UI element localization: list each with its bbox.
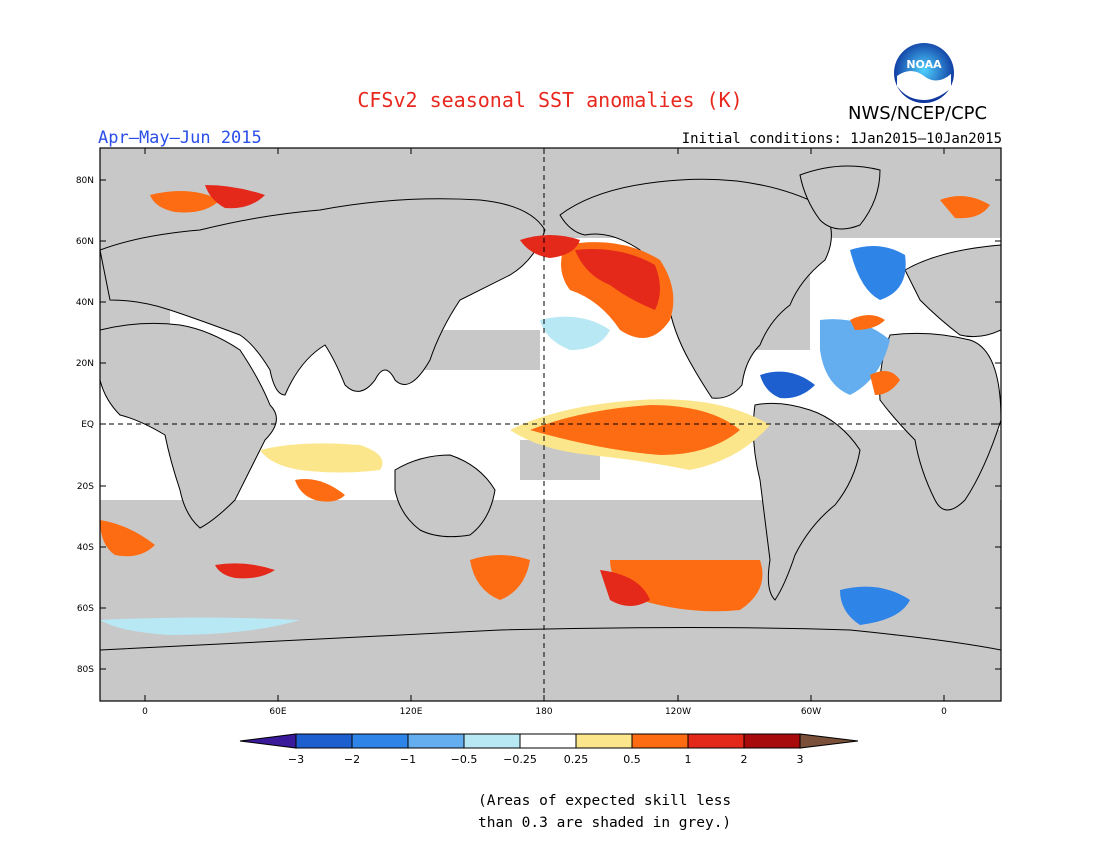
colorbar-swatch	[239, 733, 297, 749]
continents	[100, 165, 1001, 701]
colorbar-swatch	[295, 733, 353, 749]
colorbar-swatch	[575, 733, 633, 749]
lat-tick-label: 80S	[77, 665, 94, 675]
colorbar-label: 3	[797, 753, 804, 766]
lon-ticks: 0 60E 120E 180 120W 60W 0	[142, 148, 947, 717]
colorbar-swatch	[687, 733, 745, 749]
footnote-line-1: (Areas of expected skill less	[478, 793, 732, 809]
colorbar-swatch	[519, 733, 577, 749]
colorbar-label: −3	[288, 753, 304, 766]
lat-tick-label: 40S	[77, 543, 94, 553]
land-africa-east	[879, 332, 1001, 511]
indian-ocean-warm	[260, 443, 383, 473]
colorbar-label: −2	[344, 753, 360, 766]
colorbar-label: 0.25	[564, 753, 589, 766]
colorbar-label: 1	[685, 753, 692, 766]
land-antarctica	[100, 627, 1001, 701]
land-eurasia	[100, 198, 546, 396]
map-title: CFSv2 seasonal SST anomalies (K)	[357, 88, 743, 112]
footnote-line-2: than 0.3 are shaded in grey.)	[478, 815, 732, 831]
tasman-warm	[470, 555, 530, 600]
colorbar-swatch	[631, 733, 689, 749]
logo-text: NOAA	[906, 58, 942, 71]
lat-tick-label: 80N	[76, 176, 94, 186]
lat-tick-label: 60S	[77, 604, 94, 614]
colorbar-label: −0.5	[451, 753, 478, 766]
colorbar-swatch	[743, 733, 801, 749]
colorbar-label: 2	[741, 753, 748, 766]
colorbar-labels: −3 −2 −1 −0.5 −0.25 0.25 0.5 1 2 3	[288, 753, 804, 766]
land-africa	[100, 322, 277, 529]
map-plot-area	[100, 148, 1001, 701]
lat-tick-label: 20N	[76, 359, 94, 369]
bering-warm	[520, 235, 580, 258]
north-atlantic-warm	[850, 315, 885, 330]
lon-tick-label: 120E	[400, 707, 423, 717]
colorbar-label: 0.5	[623, 753, 641, 766]
lon-tick-label: 60W	[801, 707, 821, 717]
lat-tick-label: 20S	[77, 482, 94, 492]
colorbar-swatch	[407, 733, 465, 749]
land-south-america	[752, 402, 861, 601]
forecast-period: Apr–May–Jun 2015	[98, 128, 262, 148]
lon-tick-label: 120W	[665, 707, 691, 717]
sst-anomaly-map: 80N 60N 40N 20N EQ 20S 40S 60S 80S 0 60E…	[76, 147, 1002, 766]
lon-tick-label: 180	[535, 707, 552, 717]
north-pacific-cool	[540, 316, 610, 350]
land-europe-east	[904, 244, 1001, 338]
lat-tick-label: 60N	[76, 237, 94, 247]
colorbar-label: −1	[400, 753, 416, 766]
colorbar-swatch	[351, 733, 409, 749]
anomaly-patches	[100, 185, 990, 635]
lon-tick-label: 0	[142, 707, 148, 717]
lat-tick-label: EQ	[81, 420, 94, 430]
agency-label: NWS/NCEP/CPC	[848, 103, 988, 124]
colorbar	[239, 733, 859, 749]
lon-tick-label: 60E	[269, 707, 286, 717]
north-atlantic-cool	[850, 246, 906, 300]
colorbar-label: −0.25	[503, 753, 537, 766]
lat-ticks: 80N 60N 40N 20N EQ 20S 40S 60S 80S	[76, 176, 1001, 675]
land-australia	[394, 454, 496, 538]
south-atlantic-cold	[840, 586, 910, 625]
lat-tick-label: 40N	[76, 298, 94, 308]
initial-conditions: Initial conditions: 1Jan2015–10Jan2015	[681, 131, 1002, 147]
colorbar-swatch	[799, 733, 859, 749]
south-indian-warm	[215, 563, 275, 579]
colorbar-swatch	[463, 733, 521, 749]
land-greenland	[799, 165, 881, 230]
skill-footnote: (Areas of expected skill less than 0.3 a…	[478, 790, 731, 834]
caribbean-cold	[760, 371, 815, 399]
noaa-logo: NOAA	[894, 43, 954, 103]
arctic-warm-europe	[150, 191, 220, 213]
lon-tick-label: 0	[941, 707, 947, 717]
